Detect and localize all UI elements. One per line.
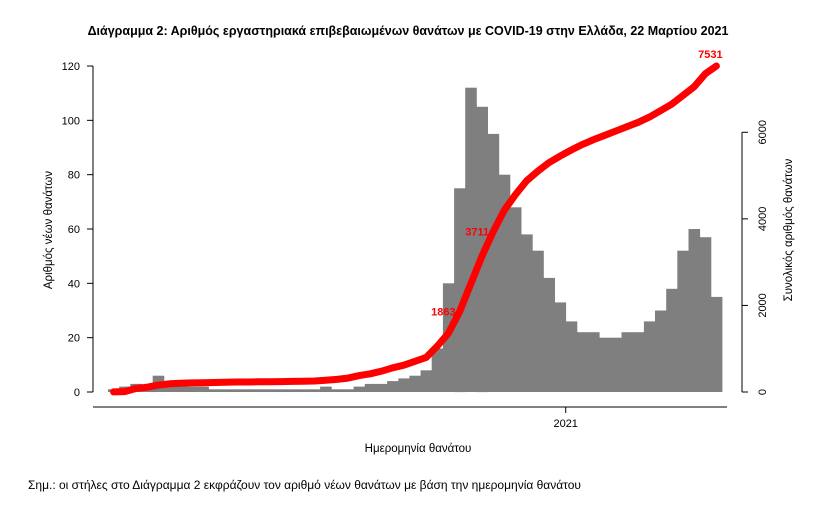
bar	[275, 389, 288, 392]
bar	[230, 389, 243, 392]
y2-tick-label: 6000	[757, 120, 769, 144]
bar	[320, 386, 332, 392]
bar	[175, 383, 187, 392]
y-tick-label: 0	[74, 387, 80, 399]
bar	[420, 370, 433, 392]
bar	[621, 332, 634, 392]
y2-axis-title: Συνολικός αριθμός θανάτων	[783, 158, 795, 301]
y2-tick-label: 0	[757, 389, 769, 395]
chart-title: Διάγραμμα 2: Αριθμός εργαστηριακά επιβεβ…	[87, 24, 729, 38]
bar	[666, 288, 678, 392]
bar	[521, 234, 533, 392]
y2-tick-label: 2000	[757, 293, 769, 317]
x-tick-label: 2021	[553, 418, 577, 430]
y2-tick-label: 4000	[757, 207, 769, 231]
y-tick-label: 80	[68, 170, 80, 182]
bar	[565, 321, 578, 392]
bar	[710, 296, 723, 392]
axes: 0 20 40 60 80 100 120 0 2000 4000 6000 2021	[62, 61, 769, 430]
bar	[342, 389, 354, 392]
y-tick-label: 60	[68, 224, 80, 236]
footnote: Σημ.: οι στήλες στο Διάγραμμα 2 εκφράζου…	[28, 478, 581, 492]
y-tick-label: 40	[68, 278, 80, 290]
bar	[331, 389, 343, 392]
bar	[387, 381, 399, 392]
y-tick-label: 120	[62, 61, 80, 73]
bar	[409, 375, 421, 392]
bar-series	[108, 87, 723, 393]
bar	[197, 386, 209, 392]
bar	[353, 386, 366, 392]
bar	[398, 378, 410, 392]
bar	[532, 250, 544, 392]
bar	[677, 250, 689, 392]
bar	[487, 133, 500, 392]
bar	[509, 207, 522, 392]
bar	[655, 310, 667, 392]
bar	[364, 383, 377, 392]
bar	[543, 277, 555, 392]
y-tick-label: 100	[62, 115, 80, 127]
bar	[308, 389, 321, 392]
y-axis-title: Αριθμός νέων θανάτων	[43, 171, 55, 290]
annotation-label: 7531	[698, 49, 722, 61]
bar	[219, 389, 232, 392]
cumulative-line	[110, 62, 720, 396]
bar	[688, 229, 701, 392]
bar	[454, 188, 466, 393]
bar	[576, 332, 589, 392]
bar	[599, 337, 611, 392]
annotation-label: 1863	[431, 306, 455, 318]
bar	[699, 237, 712, 392]
annotation-label: 3711	[465, 226, 489, 238]
bar	[208, 389, 221, 392]
bar	[554, 302, 567, 392]
bar	[375, 383, 388, 392]
annotations: 7531 3711 1863	[431, 49, 722, 318]
bar	[242, 389, 254, 392]
bar	[588, 332, 600, 392]
bar	[610, 337, 622, 392]
bar	[264, 389, 276, 392]
bar	[297, 389, 310, 392]
bar	[286, 389, 299, 392]
bar	[465, 87, 477, 392]
bar	[431, 348, 444, 392]
y-tick-label: 20	[68, 333, 80, 345]
bar	[643, 321, 656, 392]
bar	[632, 332, 645, 392]
bar	[186, 386, 198, 392]
bar	[253, 389, 265, 392]
bar	[498, 174, 511, 392]
x-axis-title: Ημερομηνία θανάτου	[365, 443, 472, 455]
